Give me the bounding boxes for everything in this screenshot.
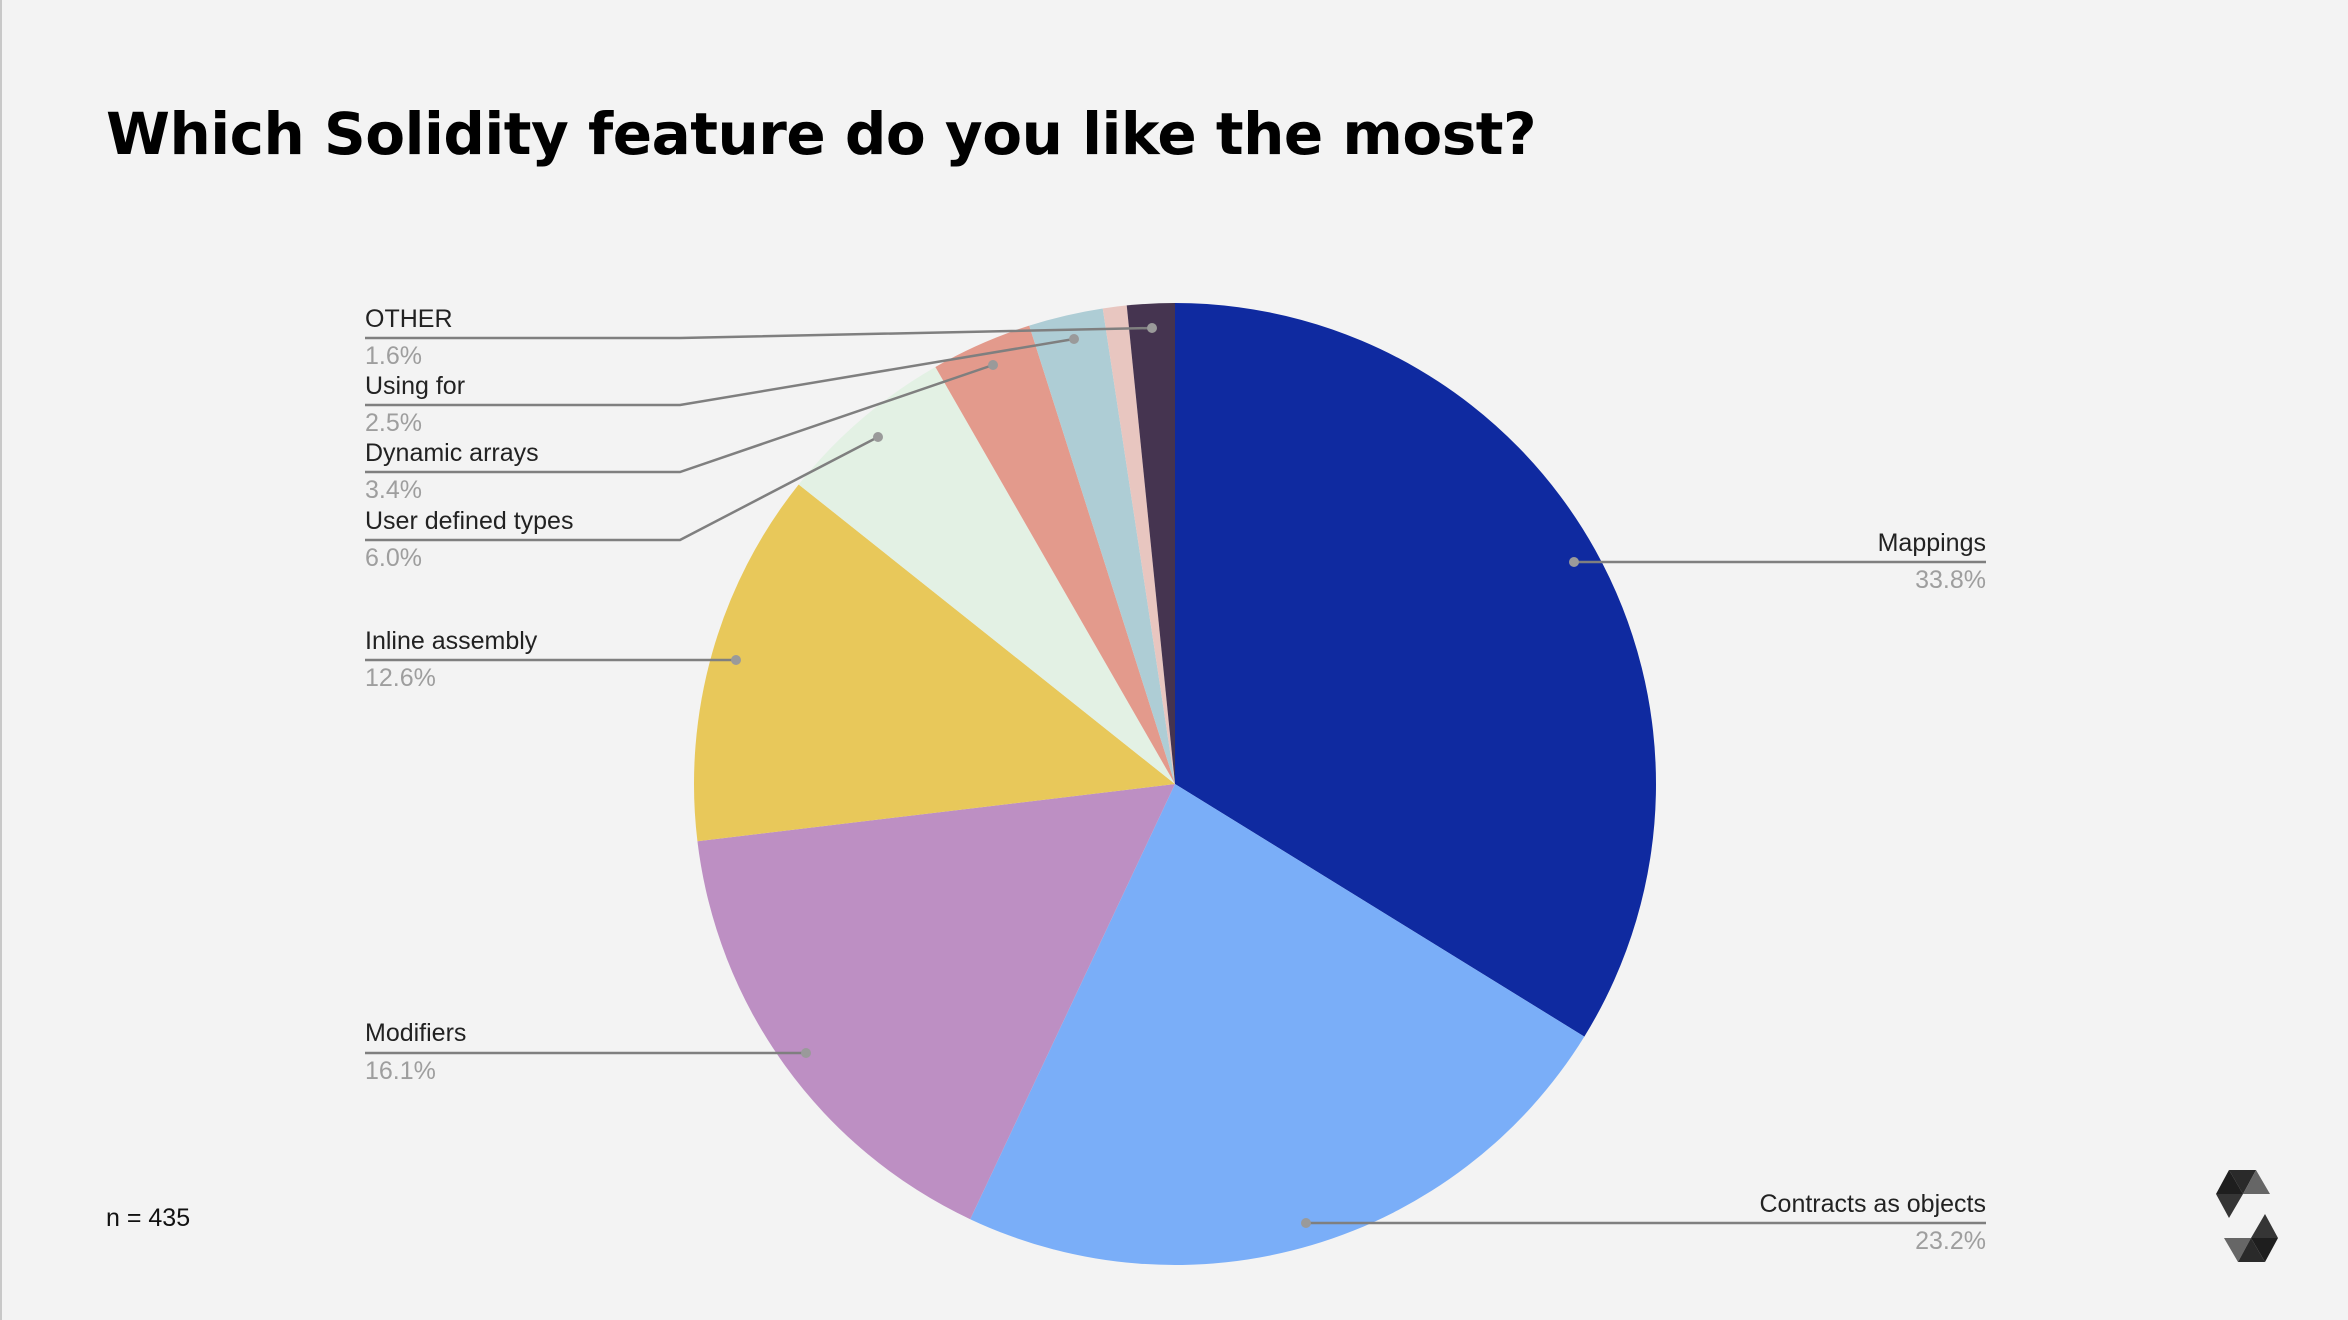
pie-slice: [798, 366, 1175, 784]
label-inline-assembly: Inline assembly: [365, 627, 538, 655]
pie-slice: [694, 484, 1175, 842]
pie-slice: [1126, 303, 1175, 784]
label-user-defined-types: User defined types: [365, 507, 574, 535]
pie-slice: [1102, 305, 1175, 784]
label-mappings: Mappings: [1877, 529, 1986, 557]
sample-size: n = 435: [106, 1204, 191, 1232]
pct-other: 1.6%: [365, 342, 422, 370]
pie-slice: [935, 325, 1175, 784]
pct-inline-assembly: 12.6%: [365, 664, 436, 692]
leader-dots: [731, 323, 1579, 1228]
label-modifiers: Modifiers: [365, 1019, 467, 1047]
page-title: Which Solidity feature do you like the m…: [106, 100, 1537, 168]
pie-slice: [697, 784, 1175, 1220]
pie-slice: [970, 784, 1585, 1266]
pct-user-defined-types: 6.0%: [365, 544, 422, 572]
label-contracts-as-objects: Contracts as objects: [1759, 1190, 1987, 1218]
leader-lines: [365, 326, 1986, 1225]
pct-dynamic-arrays: 3.4%: [365, 476, 422, 504]
label-using-for: Using for: [365, 372, 466, 400]
pie-slice: [1029, 308, 1175, 784]
solidity-logo-icon: [2216, 1170, 2278, 1262]
pie-slice: [1175, 303, 1656, 1037]
pct-modifiers: 16.1%: [365, 1057, 436, 1085]
left-border: [0, 0, 2, 1320]
pct-using-for: 2.5%: [365, 409, 422, 437]
pct-mappings: 33.8%: [1915, 566, 1986, 594]
label-other: OTHER: [365, 305, 453, 333]
pie-slices: [694, 303, 1656, 1266]
pct-contracts-as-objects: 23.2%: [1915, 1227, 1986, 1255]
label-dynamic-arrays: Dynamic arrays: [365, 439, 539, 467]
